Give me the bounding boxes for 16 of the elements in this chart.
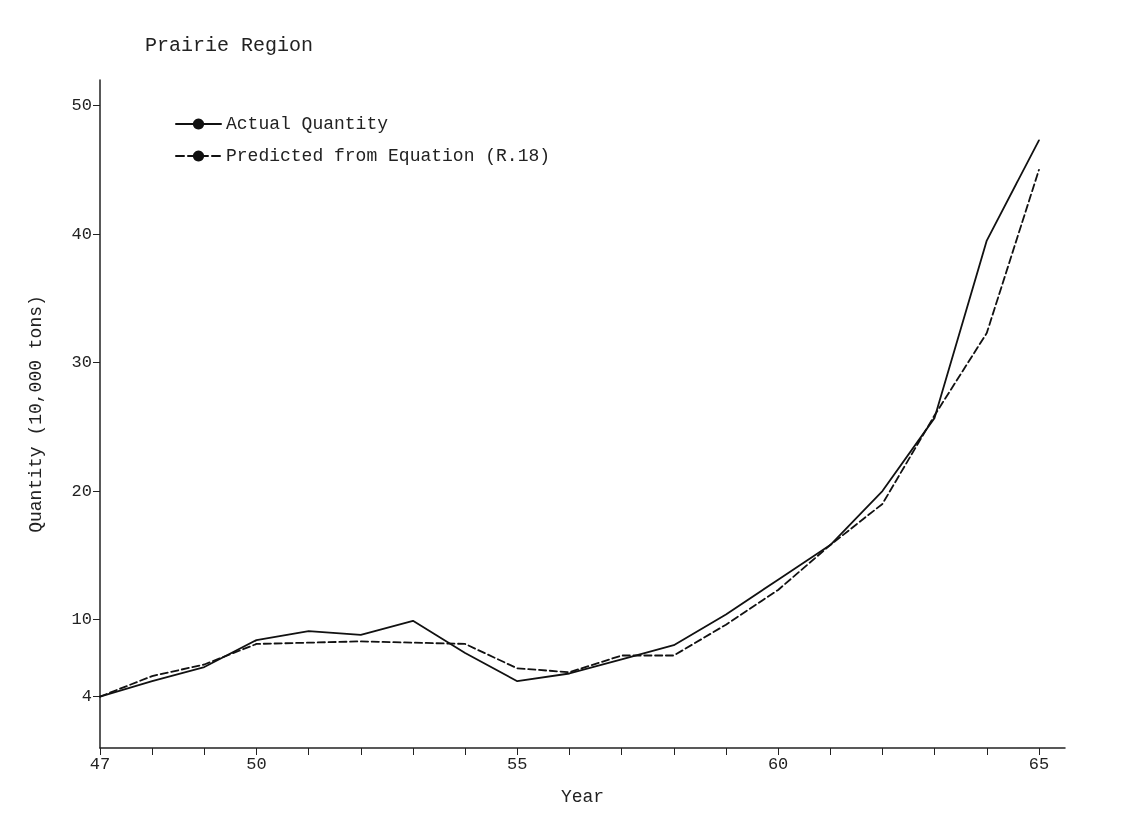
x-tick-label: 55	[507, 755, 528, 774]
y-tick-label: 30	[71, 353, 92, 373]
y-axis-title: Quantity (10,000 tons)	[26, 295, 46, 533]
x-tick-label: 60	[767, 755, 789, 774]
x-tick-label: 47	[89, 755, 111, 774]
chart-title: Prairie Region	[145, 33, 314, 57]
x-axis-title: Year	[560, 787, 605, 807]
y-tick-label: 50	[71, 96, 92, 116]
legend-label: Actual Quantity	[226, 114, 389, 134]
legend-label: Predicted from Equation (R.18)	[226, 146, 551, 166]
y-tick-label: 40	[71, 224, 92, 244]
y-tick-label: 10	[71, 610, 92, 630]
y-tick-label: 4	[81, 687, 92, 707]
y-tick-label: 20	[71, 481, 92, 501]
x-tick-label: 50	[246, 755, 267, 774]
x-tick-label: 65	[1028, 755, 1050, 774]
